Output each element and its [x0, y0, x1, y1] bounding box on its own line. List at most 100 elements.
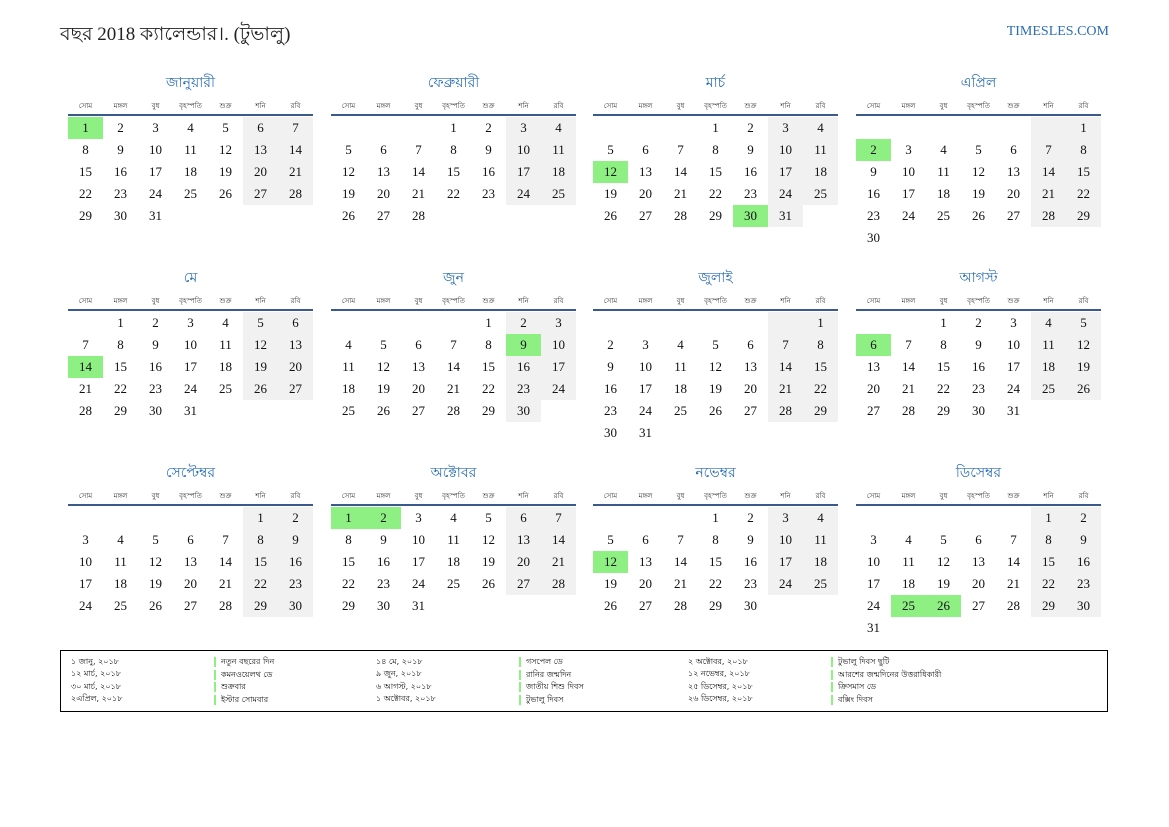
day-cell[interactable]: 27: [639, 598, 652, 613]
day-cell[interactable]: 8: [712, 532, 719, 547]
day-cell[interactable]: 13: [867, 359, 880, 374]
day-cell[interactable]: 1: [712, 120, 719, 135]
day-cell[interactable]: 2: [1066, 507, 1101, 529]
day-cell[interactable]: 21: [1031, 183, 1066, 205]
day-cell[interactable]: 19: [604, 186, 617, 201]
day-cell[interactable]: 19: [342, 186, 355, 201]
day-cell[interactable]: 1: [940, 315, 947, 330]
day-cell[interactable]: 10: [412, 532, 425, 547]
day-cell[interactable]: 5: [975, 142, 982, 157]
day-cell[interactable]: 25: [674, 403, 687, 418]
day-cell[interactable]: 30: [278, 595, 313, 617]
day-cell[interactable]: 16: [867, 186, 880, 201]
day-cell[interactable]: 6: [642, 532, 649, 547]
day-cell[interactable]: 30: [149, 403, 162, 418]
day-cell[interactable]: 8: [940, 337, 947, 352]
day-cell[interactable]: 18: [447, 554, 460, 569]
day-cell[interactable]: 8: [803, 334, 838, 356]
day-cell[interactable]: 27: [278, 378, 313, 400]
day-cell[interactable]: 4: [187, 120, 194, 135]
day-cell[interactable]: 19: [604, 576, 617, 591]
day-cell[interactable]: 23: [377, 576, 390, 591]
day-cell[interactable]: 7: [82, 337, 89, 352]
day-cell[interactable]: 19: [709, 381, 722, 396]
day-cell[interactable]: 26: [342, 208, 355, 223]
day-cell[interactable]: 8: [117, 337, 124, 352]
day-cell[interactable]: 12: [377, 359, 390, 374]
day-cell[interactable]: 14: [768, 356, 803, 378]
day-cell[interactable]: 11: [184, 142, 197, 157]
day-cell[interactable]: 10: [867, 554, 880, 569]
day-cell[interactable]: 3: [642, 337, 649, 352]
day-cell[interactable]: 8: [1031, 529, 1066, 551]
day-cell[interactable]: 27: [412, 403, 425, 418]
day-cell[interactable]: 6: [415, 337, 422, 352]
day-cell[interactable]: 13: [243, 139, 278, 161]
day-cell[interactable]: 6: [747, 337, 754, 352]
day-cell[interactable]: 28: [674, 208, 687, 223]
day-cell[interactable]: 15: [79, 164, 92, 179]
day-cell[interactable]: 25: [803, 573, 838, 595]
day-cell[interactable]: 19: [482, 554, 495, 569]
day-cell[interactable]: 31: [149, 208, 162, 223]
day-cell[interactable]: 2: [975, 315, 982, 330]
day-cell[interactable]: 27: [639, 208, 652, 223]
day-cell[interactable]: 13: [184, 554, 197, 569]
day-cell[interactable]: 21: [412, 186, 425, 201]
day-cell[interactable]: 8: [1066, 139, 1101, 161]
day-cell[interactable]: 30: [506, 400, 541, 422]
day-cell[interactable]: 28: [1007, 598, 1020, 613]
day-cell[interactable]: 21: [447, 381, 460, 396]
day-cell[interactable]: 13: [744, 359, 757, 374]
day-cell[interactable]: 23: [149, 381, 162, 396]
day-cell[interactable]: 7: [278, 117, 313, 139]
day-cell[interactable]: 21: [541, 551, 576, 573]
day-cell[interactable]: 7: [541, 507, 576, 529]
day-cell[interactable]: 26: [604, 208, 617, 223]
day-cell[interactable]: 4: [117, 532, 124, 547]
day-cell[interactable]: 18: [114, 576, 127, 591]
day-cell[interactable]: 15: [709, 554, 722, 569]
day-cell[interactable]: 29: [803, 400, 838, 422]
day-cell[interactable]: 31: [1007, 403, 1020, 418]
day-cell[interactable]: 17: [541, 356, 576, 378]
day-cell[interactable]: 12: [149, 554, 162, 569]
day-cell[interactable]: 2: [152, 315, 159, 330]
day-cell[interactable]: 28: [412, 208, 425, 223]
day-cell[interactable]: 21: [674, 186, 687, 201]
day-cell[interactable]: 24: [867, 598, 880, 613]
day-cell[interactable]: 20: [377, 186, 390, 201]
day-cell[interactable]: 27: [377, 208, 390, 223]
day-cell[interactable]: 3: [905, 142, 912, 157]
day-cell[interactable]: 18: [1031, 356, 1066, 378]
day-cell[interactable]: 4: [222, 315, 229, 330]
day-cell[interactable]: 24: [412, 576, 425, 591]
day-cell[interactable]: 14: [412, 164, 425, 179]
day-cell[interactable]: 2: [278, 507, 313, 529]
day-cell[interactable]: 20: [278, 356, 313, 378]
day-cell[interactable]: 6: [278, 312, 313, 334]
day-cell[interactable]: 21: [1007, 576, 1020, 591]
day-cell[interactable]: 28: [1031, 205, 1066, 227]
day-cell[interactable]: 31: [184, 403, 197, 418]
day-cell[interactable]: 21: [278, 161, 313, 183]
day-cell[interactable]: 21: [768, 378, 803, 400]
day-cell[interactable]: 16: [377, 554, 390, 569]
day-cell[interactable]: 1: [712, 510, 719, 525]
day-cell[interactable]: 11: [1031, 334, 1066, 356]
day-cell[interactable]: 8: [345, 532, 352, 547]
day-cell[interactable]: 8: [243, 529, 278, 551]
day-cell[interactable]: 3: [768, 117, 803, 139]
day-cell[interactable]: 29: [1066, 205, 1101, 227]
day-cell[interactable]: 23: [506, 378, 541, 400]
day-cell[interactable]: 8: [450, 142, 457, 157]
day-cell[interactable]: 4: [541, 117, 576, 139]
day-cell[interactable]: 24: [79, 598, 92, 613]
day-cell[interactable]: 10: [902, 164, 915, 179]
day-cell[interactable]: 4: [905, 532, 912, 547]
day-cell[interactable]: 14: [902, 359, 915, 374]
day-cell[interactable]: 22: [447, 186, 460, 201]
day-cell[interactable]: 29: [937, 403, 950, 418]
day-cell[interactable]: 13: [377, 164, 390, 179]
day-cell[interactable]: 12: [937, 554, 950, 569]
